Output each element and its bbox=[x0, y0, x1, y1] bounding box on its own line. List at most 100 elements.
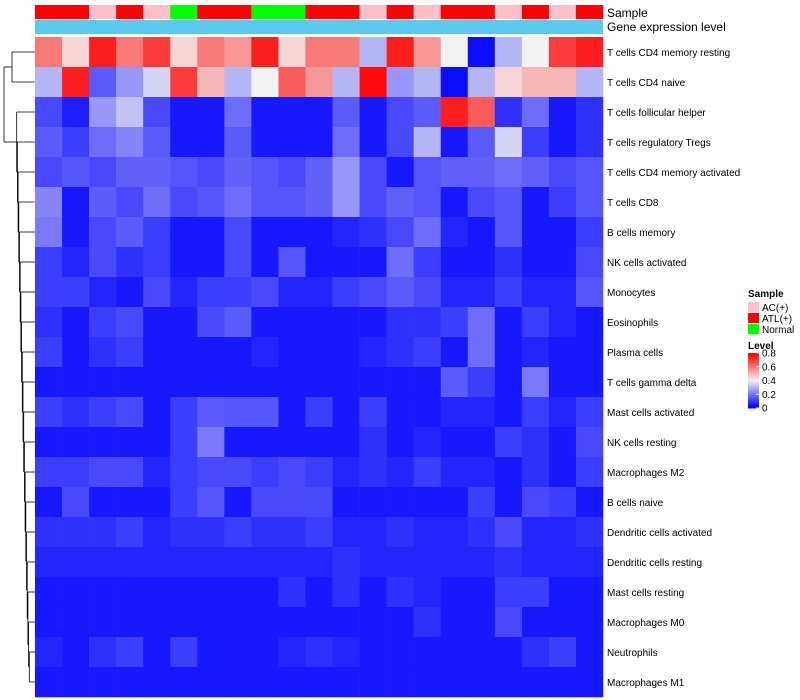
heatmap-cell bbox=[89, 37, 117, 68]
sample-annotation-cell bbox=[35, 5, 63, 19]
heatmap-cell bbox=[224, 247, 252, 278]
heatmap-cell bbox=[143, 67, 171, 98]
heatmap-cell bbox=[440, 247, 469, 278]
heatmap-cell bbox=[62, 97, 90, 128]
heatmap-cell bbox=[197, 577, 225, 608]
heatmap-cell bbox=[332, 127, 360, 158]
heatmap-cell bbox=[413, 67, 442, 98]
heatmap-cell bbox=[332, 307, 360, 338]
legend-swatch-ac bbox=[748, 302, 759, 312]
heatmap-cell bbox=[305, 517, 333, 548]
sample-annotation-cell bbox=[305, 5, 333, 19]
colorbar-step bbox=[748, 401, 759, 403]
heatmap-cell bbox=[116, 217, 144, 248]
heatmap-cell bbox=[305, 457, 333, 488]
heatmap-cell bbox=[116, 187, 144, 218]
heatmap-cell bbox=[575, 607, 604, 638]
heatmap-cell bbox=[197, 67, 225, 98]
row-label: Mast cells activated bbox=[607, 408, 694, 419]
heatmap-cell bbox=[62, 367, 90, 398]
heatmap-cell bbox=[170, 157, 198, 188]
heatmap-cell bbox=[359, 367, 387, 398]
heatmap-cell bbox=[332, 67, 360, 98]
row-dendrogram bbox=[3, 51, 35, 683]
heatmap-cell bbox=[386, 397, 414, 428]
heatmap-cell bbox=[440, 127, 469, 158]
heatmap-cell bbox=[548, 217, 577, 248]
heatmap-cell bbox=[251, 217, 279, 248]
heatmap-cell bbox=[197, 97, 225, 128]
heatmap-cell bbox=[143, 517, 171, 548]
heatmap-cell bbox=[413, 517, 442, 548]
heatmap-cell bbox=[575, 157, 604, 188]
heatmap-cell bbox=[359, 97, 387, 128]
heatmap-cell bbox=[35, 667, 63, 698]
heatmap-cell bbox=[359, 397, 387, 428]
heatmap-cell bbox=[224, 517, 252, 548]
colorbar-step bbox=[748, 405, 759, 408]
colorbar-step bbox=[748, 397, 759, 399]
colorbar-step bbox=[748, 354, 759, 357]
sample-annotation-cell bbox=[332, 5, 360, 19]
heatmap-cell bbox=[35, 37, 63, 68]
heatmap-cell bbox=[467, 217, 496, 248]
heatmap-cell bbox=[413, 457, 442, 488]
heatmap-cell bbox=[413, 547, 442, 578]
heatmap-cell bbox=[548, 277, 577, 308]
heatmap-cell bbox=[548, 607, 577, 638]
legend-level-colorbar bbox=[748, 353, 759, 409]
heatmap-cell bbox=[116, 367, 144, 398]
heatmap-cell bbox=[440, 37, 469, 68]
heatmap-cell bbox=[251, 157, 279, 188]
heatmap-cell bbox=[89, 307, 117, 338]
colorbar-step bbox=[748, 364, 759, 366]
heatmap-cell bbox=[89, 367, 117, 398]
colorbar-step bbox=[748, 355, 759, 358]
heatmap-cell bbox=[440, 67, 469, 98]
heatmap-cell bbox=[359, 457, 387, 488]
heatmap-cell bbox=[35, 187, 63, 218]
heatmap-cell bbox=[35, 337, 63, 368]
heatmap-cell bbox=[494, 97, 523, 128]
heatmap-cell bbox=[170, 97, 198, 128]
heatmap-cell bbox=[35, 157, 63, 188]
heatmap-cell bbox=[332, 577, 360, 608]
heatmap-cell bbox=[548, 487, 577, 518]
heatmap-cell bbox=[143, 247, 171, 278]
heatmap-cell bbox=[467, 397, 496, 428]
heatmap-cell bbox=[332, 427, 360, 458]
legend-level-title: Level bbox=[748, 341, 774, 352]
heatmap-cell bbox=[62, 487, 90, 518]
heatmap-cell bbox=[170, 667, 198, 698]
legend-label-normal: Normal bbox=[762, 325, 794, 336]
heatmap-cell bbox=[197, 547, 225, 578]
heatmap-cell bbox=[62, 457, 90, 488]
heatmap-cell bbox=[494, 217, 523, 248]
heatmap-cell bbox=[197, 217, 225, 248]
row-label: Plasma cells bbox=[607, 348, 663, 359]
heatmap-cell bbox=[575, 277, 604, 308]
heatmap-cell bbox=[89, 457, 117, 488]
heatmap-cell bbox=[575, 217, 604, 248]
heatmap-cell bbox=[35, 397, 63, 428]
heatmap-cell bbox=[332, 457, 360, 488]
heatmap-cell bbox=[386, 517, 414, 548]
heatmap-cell bbox=[197, 367, 225, 398]
heatmap-cell bbox=[143, 127, 171, 158]
colorbar-tick-label: 0.6 bbox=[762, 362, 776, 373]
heatmap-cell bbox=[494, 247, 523, 278]
heatmap-cell bbox=[359, 127, 387, 158]
heatmap-cell bbox=[305, 367, 333, 398]
heatmap-cell bbox=[386, 277, 414, 308]
heatmap-cell bbox=[35, 457, 63, 488]
heatmap-cell bbox=[305, 637, 333, 668]
heatmap-cell bbox=[116, 517, 144, 548]
heatmap-cell bbox=[440, 427, 469, 458]
heatmap-cell bbox=[494, 607, 523, 638]
colorbar-step bbox=[748, 383, 759, 386]
colorbar-step bbox=[748, 379, 759, 381]
heatmap-cell bbox=[467, 37, 496, 68]
heatmap-cell bbox=[575, 577, 604, 608]
colorbar-step bbox=[748, 395, 759, 398]
heatmap-cell bbox=[116, 247, 144, 278]
